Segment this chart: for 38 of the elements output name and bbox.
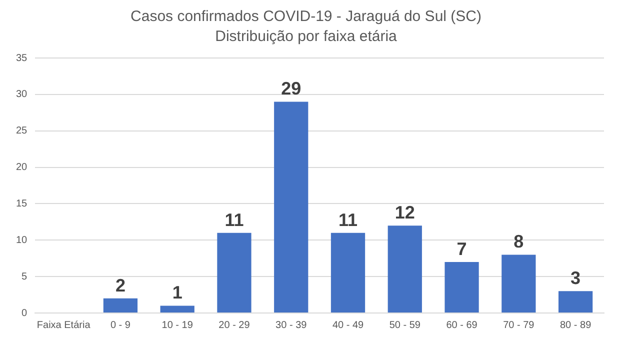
x-tick-label: 10 - 19: [162, 320, 194, 331]
y-tick-label: 30: [16, 89, 28, 100]
bar: [558, 291, 593, 312]
y-tick-label: 10: [16, 234, 28, 246]
data-label: 12: [394, 202, 415, 223]
bar: [217, 232, 252, 312]
chart-title: Casos confirmados COVID-19 - Jaraguá do Sul (SC): [130, 8, 482, 26]
y-tick-label: 5: [22, 271, 28, 282]
x-tick-label: 20 - 29: [218, 320, 250, 331]
y-tick-label: 20: [16, 162, 28, 174]
y-tick-label: 0: [22, 308, 28, 319]
data-label: 11: [338, 210, 358, 230]
data-label: 8: [514, 232, 524, 252]
data-label: 11: [224, 210, 244, 230]
chart-subtitle: Distribuição por faixa etária: [215, 28, 398, 46]
data-label: 1: [172, 282, 182, 303]
data-label: 29: [281, 78, 302, 99]
bar: [388, 226, 422, 312]
x-tick-label: 80 - 89: [560, 320, 592, 331]
y-tick-label: 25: [16, 126, 28, 137]
bar: [103, 298, 138, 312]
x-tick-label: 40 - 49: [332, 320, 364, 331]
x-tick-label: 0 - 9: [110, 320, 131, 331]
bar: [330, 232, 366, 312]
x-tick-label: Faixa Etária: [36, 320, 91, 331]
x-tick-label: 30 - 39: [276, 320, 308, 331]
bar: [274, 102, 308, 312]
bar: [444, 262, 479, 312]
x-tick-label: 70 - 79: [503, 320, 535, 331]
x-tick-label: 50 - 59: [389, 320, 421, 331]
data-label: 2: [115, 275, 126, 296]
y-tick-label: 15: [16, 198, 28, 210]
data-label: 7: [456, 238, 467, 259]
x-tick-label: 60 - 69: [446, 320, 478, 331]
data-label: 3: [570, 268, 581, 288]
bar: [502, 254, 536, 312]
bar: [160, 306, 194, 312]
y-tick-label: 35: [16, 52, 28, 64]
